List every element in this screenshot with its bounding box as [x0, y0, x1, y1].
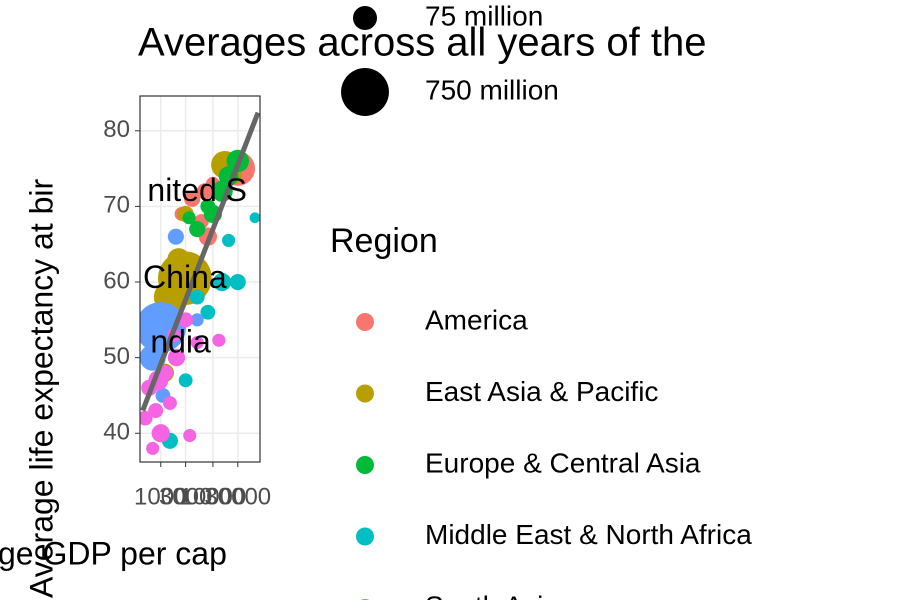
- legend-label: South Asia: [425, 590, 559, 600]
- point: [167, 349, 186, 367]
- y-tick-label: 60: [103, 267, 130, 294]
- point: [212, 272, 232, 292]
- point: [189, 289, 205, 305]
- point: [249, 212, 260, 224]
- point: [167, 228, 184, 245]
- point-label: nited S: [147, 172, 247, 208]
- y-tick-label: 80: [103, 116, 130, 143]
- legend-label: Europe & Central Asia: [425, 447, 701, 478]
- y-tick-label: 70: [103, 192, 130, 219]
- legend-title: Region: [330, 222, 438, 260]
- panel-border: [139, 95, 261, 463]
- x-tick-label: 10000: [180, 483, 247, 510]
- size-legend-label: 75 million: [425, 0, 543, 31]
- point: [190, 335, 204, 350]
- y-tick-label: 40: [103, 419, 130, 446]
- point: [146, 441, 160, 455]
- point: [151, 424, 170, 443]
- size-legend-key: [353, 6, 377, 30]
- size-legend-label: 750 million: [425, 74, 559, 105]
- x-tick-label: 1000: [134, 483, 187, 510]
- legend-key: [356, 527, 374, 546]
- point: [229, 273, 246, 291]
- size-legend-key: [341, 68, 389, 116]
- legend-label: Middle East & North Africa: [425, 519, 752, 550]
- point: [222, 233, 236, 247]
- point: [184, 190, 201, 207]
- x-axis-label: ge GDP per cap: [0, 535, 227, 571]
- point-label: ndia: [150, 323, 211, 359]
- legend-key: [356, 456, 374, 474]
- chart-title: Averages across all years of the: [138, 21, 706, 65]
- point: [163, 396, 177, 410]
- point: [178, 373, 193, 388]
- legend-key: [356, 384, 374, 403]
- point: [190, 313, 204, 327]
- point: [182, 211, 196, 225]
- point: [148, 403, 164, 418]
- x-tick-label: 30000: [204, 483, 271, 510]
- trend-line: [140, 111, 260, 412]
- point: [189, 221, 206, 238]
- point: [196, 183, 213, 200]
- legend-label: East Asia & Pacific: [425, 376, 658, 407]
- point: [212, 333, 226, 347]
- x-tick-label: 3000: [159, 483, 212, 510]
- point: [183, 428, 197, 443]
- point-label: China: [143, 259, 227, 295]
- point: [200, 199, 216, 214]
- point: [167, 248, 190, 271]
- legend-key: [356, 313, 374, 331]
- point: [140, 410, 153, 426]
- y-axis-label: Average life expectancy at bir: [23, 178, 59, 598]
- point: [200, 304, 216, 320]
- y-tick-label: 50: [103, 343, 130, 370]
- legend-label: America: [425, 304, 528, 335]
